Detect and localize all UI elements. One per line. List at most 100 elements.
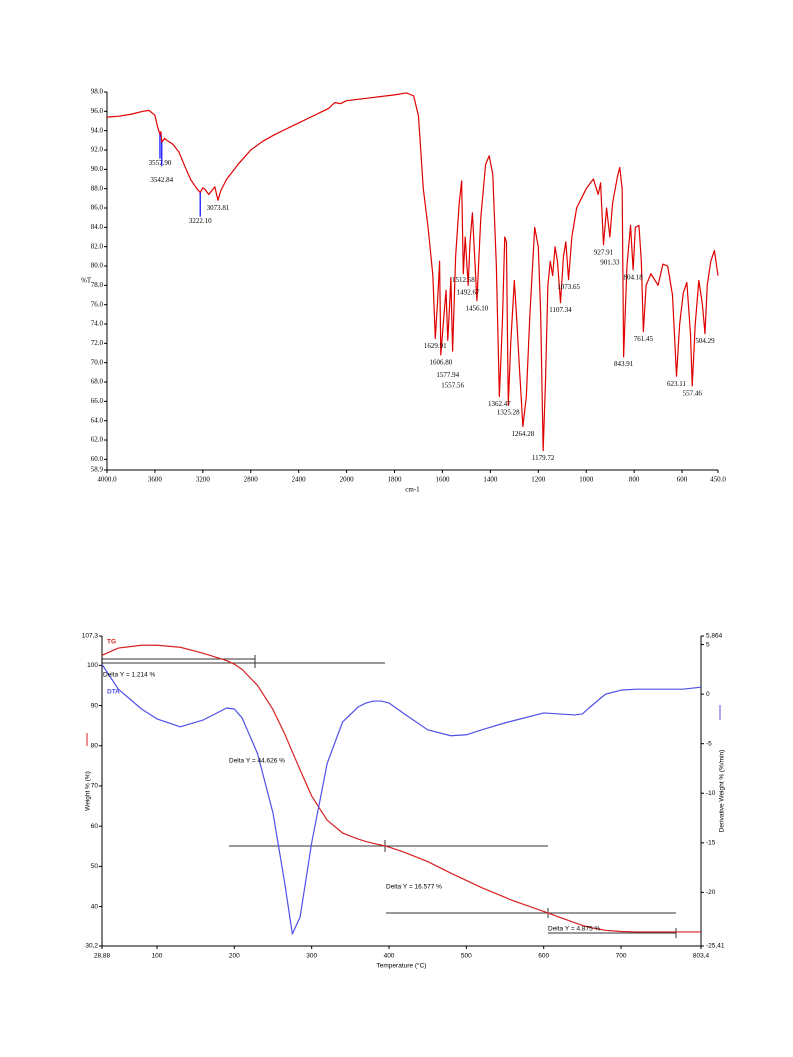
x-axis-label: Temperature (°C) — [377, 962, 427, 970]
peak-label: 3222.10 — [189, 217, 212, 225]
delta-markers — [102, 655, 677, 938]
annotation: Delta Y = 4.875 % — [548, 926, 601, 933]
x-tick-label: 1400 — [483, 476, 498, 484]
peak-label: 1179.72 — [532, 454, 555, 462]
y-axis-label: Weight % (%) — [85, 771, 92, 811]
x-tick-label: 100 — [152, 953, 163, 960]
peak-label: 3073.81 — [207, 204, 230, 212]
y-tick-label: 62.0 — [91, 436, 104, 444]
y-tick-label: 80.0 — [91, 262, 104, 270]
y-tick-label: 86.0 — [91, 204, 104, 212]
peak-label: 1456.10 — [466, 304, 489, 312]
y2-tick-label: -20 — [706, 889, 716, 896]
y-tick-label: 60.0 — [91, 455, 104, 463]
y-tick-label: 60 — [91, 823, 99, 830]
y-tick-label: 100 — [87, 662, 98, 669]
y-tick-label: 58.9 — [91, 466, 104, 474]
x-tick-label: 450.0 — [710, 476, 726, 484]
x-tick-label: 4000.0 — [97, 476, 117, 484]
x-tick-label: 700 — [616, 953, 627, 960]
peak-label: 1073.65 — [557, 283, 580, 291]
y-tick-label: 76.0 — [91, 300, 104, 308]
peak-label: 557.46 — [683, 389, 703, 397]
peak-label: 1577.94 — [436, 371, 459, 379]
legend-label: DTA — [107, 689, 120, 696]
peak-label: 843.91 — [614, 360, 634, 368]
y-tick-label: 66.0 — [91, 397, 104, 405]
y-tick-label: 88.0 — [91, 184, 104, 192]
x-tick-label: 600 — [538, 953, 549, 960]
annotation: Delta Y = 44.626 % — [229, 758, 285, 765]
y-tick-label: 80 — [91, 742, 99, 749]
y2-tick-label: -10 — [706, 790, 716, 797]
y2-tick-label: -25,41 — [706, 943, 725, 950]
y-tick-label: 30,2 — [85, 943, 98, 950]
y-tick-label: 40 — [91, 903, 99, 910]
peak-label: 1107.34 — [549, 306, 572, 314]
peak-label: 804.18 — [624, 273, 644, 281]
x-tick-label: 1600 — [435, 476, 450, 484]
x-tick-label: 200 — [229, 953, 240, 960]
y-tick-label: 90.0 — [91, 165, 104, 173]
peak-label: 623.11 — [667, 380, 686, 388]
y2-tick-label: 5,864 — [706, 633, 723, 640]
tg-dta-chart: 107,310090807060504030,25,86450-5-10-15-… — [82, 633, 726, 970]
y2-tick-label: -15 — [706, 840, 716, 847]
x-tick-label: 300 — [306, 953, 317, 960]
annotation: Delta Y = 1.214 % — [103, 672, 156, 679]
y-tick-label: 50 — [91, 863, 99, 870]
peak-label: 504.29 — [695, 337, 715, 345]
x-tick-label: 2400 — [292, 476, 307, 484]
y-axis-label: %T — [81, 277, 92, 285]
peak-label: 761.45 — [634, 335, 654, 343]
x-tick-label: 1000 — [579, 476, 594, 484]
peak-label: 1512.58 — [452, 276, 475, 284]
y-tick-label: 74.0 — [91, 320, 104, 328]
y-tick-label: 92.0 — [91, 146, 104, 154]
annotation: Delta Y = 16.577 % — [386, 884, 442, 891]
y-tick-label: 70.0 — [91, 358, 104, 366]
x-tick-label: 1200 — [531, 476, 546, 484]
y-tick-label: 78.0 — [91, 281, 104, 289]
y-tick-label: 98.0 — [91, 88, 104, 96]
peak-label: 1606.80 — [429, 359, 452, 367]
x-tick-label: 28,88 — [94, 953, 111, 960]
x-tick-label: 500 — [461, 953, 472, 960]
y-tick-label: 70 — [91, 783, 99, 790]
x-tick-label: 803,4 — [693, 953, 710, 960]
y-tick-label: 107,3 — [82, 633, 99, 640]
peak-label: 1629.91 — [424, 342, 447, 350]
y-tick-label: 82.0 — [91, 242, 104, 250]
x-tick-label: 800 — [629, 476, 640, 484]
data-line — [101, 664, 702, 935]
peak-label: 1557.56 — [441, 381, 464, 389]
data-line — [106, 92, 719, 452]
y-tick-label: 72.0 — [91, 339, 104, 347]
peak-label: 3557.90 — [149, 159, 172, 167]
x-tick-label: 2800 — [244, 476, 259, 484]
x-tick-label: 400 — [384, 953, 395, 960]
y-tick-label: 96.0 — [91, 107, 104, 115]
x-tick-label: 3600 — [148, 476, 163, 484]
y2-tick-label: 5 — [706, 641, 710, 648]
peak-label: 3542.84 — [150, 176, 173, 184]
peak-label: 1492.67 — [457, 289, 480, 297]
peak-label: 927.91 — [594, 248, 614, 256]
y-tick-label: 68.0 — [91, 378, 104, 386]
x-tick-label: 3200 — [196, 476, 211, 484]
y-tick-label: 94.0 — [91, 126, 104, 134]
x-tick-label: 1800 — [388, 476, 403, 484]
y-tick-label: 84.0 — [91, 223, 104, 231]
y2-axis-label: Derivative Weight % (%/min) — [719, 750, 726, 833]
legend-label: TG — [107, 639, 116, 646]
peak-label: 901.33 — [600, 259, 620, 267]
x-tick-label: 2000 — [340, 476, 355, 484]
y-tick-label: 90 — [91, 702, 99, 709]
y-tick-label: 64.0 — [91, 416, 104, 424]
data-line — [101, 644, 701, 933]
y2-tick-label: -5 — [706, 740, 712, 747]
y2-tick-label: 0 — [706, 691, 710, 698]
x-tick-label: 600 — [677, 476, 688, 484]
